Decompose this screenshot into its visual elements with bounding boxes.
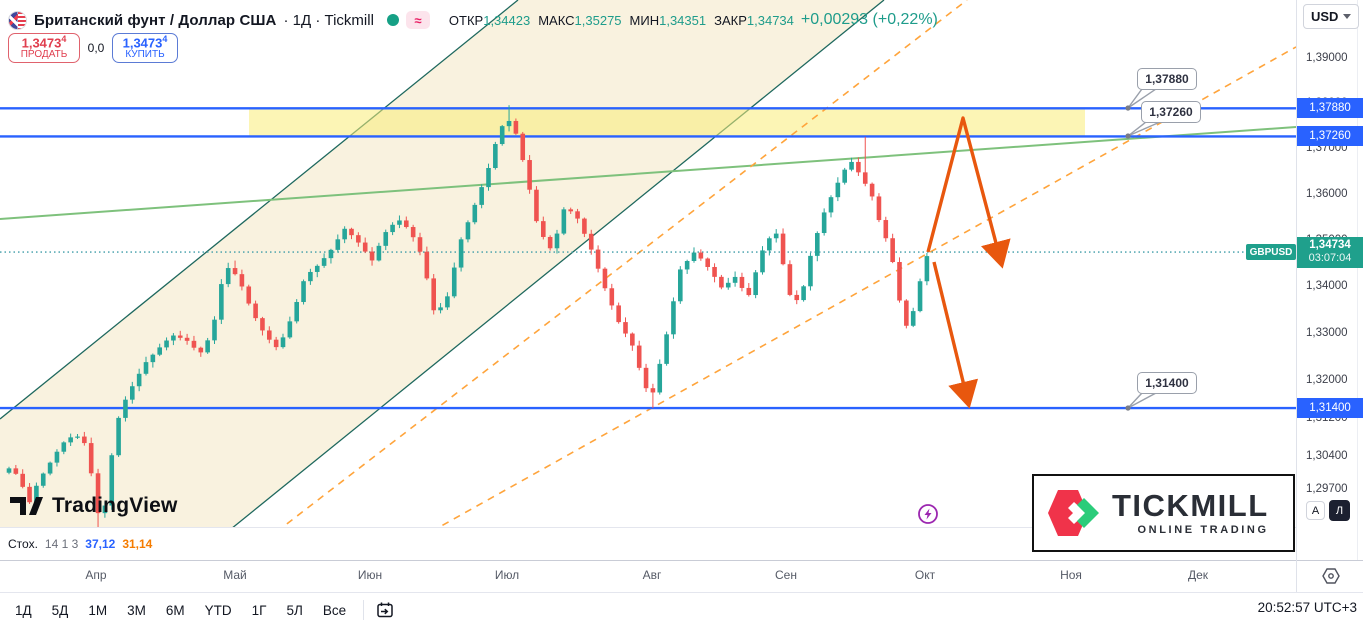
trade-panel: 1,34734 ПРОДАТЬ 0,0 1,34734 КУПИТЬ [8,33,178,63]
month-label: Апр [85,568,107,582]
channel-lower-line [232,0,885,527]
stoch-d-value: 31,14 [122,537,153,551]
range-buttons: 1Д 5Д 1М 3М 6М YTD 1Г 5Л Все [4,599,355,622]
level-price-label: 1,37260 [1297,126,1363,147]
tickmill-tagline: ONLINE TRADING [1137,524,1269,536]
price-tick: 1,36000 [1306,187,1348,200]
tradingview-icon [10,497,43,515]
tickmill-watermark: TICKMILL ONLINE TRADING [1032,474,1295,552]
price-tick: 1,39000 [1306,51,1348,64]
callout-anchor-dot [1125,405,1131,411]
spread-value: 0,0 [87,41,105,55]
go-to-date-button[interactable] [372,599,398,621]
resistance-zone [249,108,1085,137]
candles-group [6,105,930,527]
timezone-settings-icon[interactable] [1320,565,1342,587]
ohlc-item: МИН1,34351 [629,12,707,28]
chart-header: Британский фунт / Доллар США · 1Д · Tick… [8,8,938,32]
dashed-trendline-2 [437,46,1296,527]
pane-divider[interactable] [0,527,1296,528]
channel-upper-line [0,0,519,420]
ohlc-item: МАКС1,35275 [538,12,622,28]
price-axis[interactable]: 1,390001,380001,370001,360001,350001,340… [1297,0,1363,560]
price-tick: 1,29700 [1306,483,1348,496]
projection-arrow-2 [932,261,979,409]
tickmill-logo-icon [1048,490,1099,536]
range-button-6М[interactable]: 6М [165,602,185,618]
range-button-YTD[interactable]: YTD [204,602,232,618]
price-callout[interactable]: 1,37260 [1141,101,1201,123]
right-edge-border [1357,0,1358,560]
month-label: Май [223,568,247,582]
price-tick: 1,34000 [1306,280,1348,293]
price-callout[interactable]: 1,31400 [1137,372,1197,394]
approx-data-icon[interactable]: ≈ [405,11,430,29]
clock[interactable]: 20:52:57 UTC+3 [1257,600,1357,615]
symbol-price-tag: GBPUSD [1246,244,1296,261]
last-price-label: 1,34734 03:07:04 [1297,236,1363,268]
ohlc-item: ЗАКР1,34734 [714,12,794,28]
month-label: Дек [1187,568,1209,582]
range-button-Все[interactable]: Все [322,602,347,618]
toolbar-border [0,592,1363,593]
auto-scale-button[interactable]: А [1306,501,1325,520]
price-tick: 1,30400 [1306,449,1348,462]
callout-tail [1127,121,1161,137]
callout-tail [1127,392,1157,409]
range-button-5Л[interactable]: 5Л [286,602,303,618]
tradingview-logo[interactable]: TradingView [10,494,178,518]
range-button-1Д[interactable]: 1Д [15,602,32,618]
level-price-label: 1,31400 [1297,398,1363,419]
indicator-name[interactable]: Стох. [8,537,38,551]
bottom-toolbar: 1Д 5Д 1М 3М 6М YTD 1Г 5Л Все 20:52:57 UTC+3 [0,593,1363,627]
price-tick: 1,33000 [1306,326,1348,339]
chevron-down-icon [1343,14,1351,19]
toolbar-divider [363,600,365,620]
tickmill-name: TICKMILL [1112,488,1269,523]
range-button-3М[interactable]: 3М [127,602,146,618]
indicator-params: 14 1 3 [44,537,79,551]
time-axis-border [0,560,1363,561]
dashed-trendline-1 [281,0,968,527]
range-button-1Г[interactable]: 1Г [251,602,267,618]
month-label: Авг [642,568,662,582]
stoch-k-value: 37,12 [85,537,116,551]
symbol-title[interactable]: Британский фунт / Доллар США [34,11,277,29]
price-change: +0,00293 (+0,22%) [800,11,938,28]
range-button-1М[interactable]: 1М [88,602,108,618]
price-tick: 1,32000 [1306,373,1348,386]
level-price-label: 1,37880 [1297,98,1363,119]
callout-anchor-dot [1125,105,1131,111]
lightning-icon[interactable] [917,503,939,525]
symbol-meta[interactable]: · 1Д · Tickmill [283,11,374,29]
callout-anchor-dot [1125,133,1131,139]
stochastic-label[interactable]: Стох. 14 1 3 37,12 31,14 [8,537,152,551]
sell-button[interactable]: 1,34734 ПРОДАТЬ [8,33,80,63]
candlestick-chart [0,0,1296,527]
ohlc-values: ОТКР1,34423 МАКС1,35275 МИН1,34351 ЗАКР1,34… [449,13,794,28]
trend-channel-fill [0,0,884,527]
market-open-icon[interactable] [386,14,399,26]
log-scale-button[interactable]: Л [1329,500,1350,521]
month-label: Июл [494,568,520,582]
month-label: Окт [914,568,936,582]
price-axis-border [1296,0,1297,592]
projection-arrow-1 [926,116,1011,269]
month-label: Ноя [1060,568,1082,582]
month-label: Сен [775,568,797,582]
green-trendline [0,126,1296,220]
currency-selector[interactable]: USD [1303,4,1359,29]
buy-button[interactable]: 1,34734 КУПИТЬ [112,33,178,63]
ohlc-item: ОТКР1,34423 [448,12,531,28]
price-pane[interactable] [0,0,1296,527]
time-axis[interactable]: Апр Май Июн Июл Авг Сен Окт Ноя Дек [0,561,1296,592]
range-button-5Д[interactable]: 5Д [51,602,69,618]
month-label: Июн [357,568,383,582]
gbpusd-flag-icon[interactable] [8,10,27,30]
price-callout[interactable]: 1,37880 [1137,68,1197,90]
